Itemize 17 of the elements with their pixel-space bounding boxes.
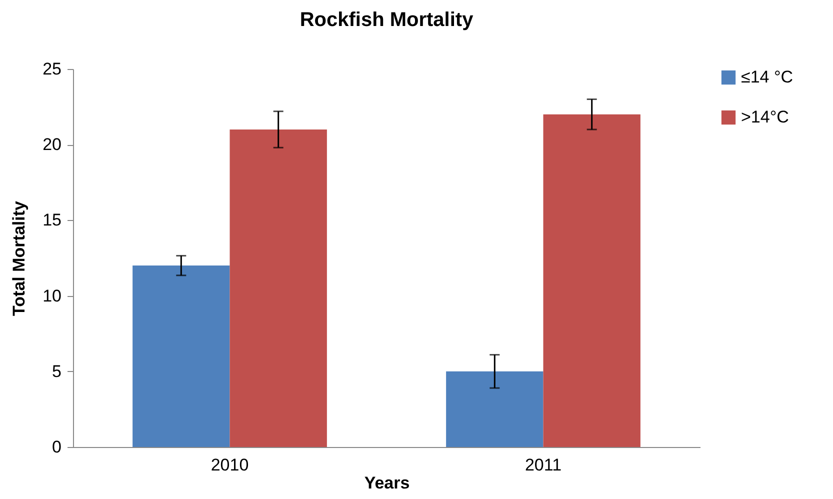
x-tick-label: 2011 — [524, 456, 562, 474]
legend-label: ≤14 °C — [741, 68, 794, 86]
bar — [543, 114, 640, 447]
y-tick-label: 20 — [42, 135, 62, 154]
chart-title: Rockfish Mortality — [300, 9, 474, 31]
legend-label: >14°C — [741, 108, 789, 126]
y-axis-title: Total Mortality — [10, 200, 29, 316]
bar — [446, 371, 544, 447]
x-axis-title: Years — [364, 474, 410, 492]
y-tick-label: 5 — [52, 362, 62, 381]
bar — [132, 266, 230, 447]
y-tick-label: 10 — [42, 286, 62, 306]
bar — [230, 129, 327, 447]
y-tick-label: 15 — [42, 210, 62, 230]
y-tick-label: 25 — [42, 60, 62, 78]
x-tick-label: 2010 — [210, 456, 249, 474]
y-tick-label: 0 — [52, 438, 62, 456]
